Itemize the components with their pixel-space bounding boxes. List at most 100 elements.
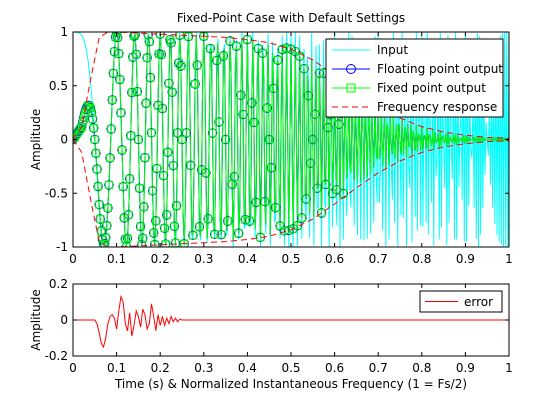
bottom-xtick-label: 0.3 bbox=[194, 361, 213, 375]
fixed-point-marker bbox=[186, 161, 195, 170]
floating-point-marker bbox=[286, 44, 296, 54]
fixed-point-marker bbox=[104, 180, 113, 189]
fixed-point-marker bbox=[173, 128, 182, 137]
floating-point-marker bbox=[133, 134, 144, 145]
fixed-point-marker bbox=[89, 124, 98, 133]
floating-point-marker bbox=[190, 79, 200, 89]
floating-point-marker bbox=[262, 103, 272, 113]
bottom-ytick-label: 0.2 bbox=[49, 277, 68, 291]
floating-point-marker bbox=[240, 214, 250, 225]
floating-point-marker bbox=[156, 49, 166, 60]
floating-point-marker bbox=[114, 48, 124, 59]
floating-point-marker bbox=[117, 145, 127, 155]
floating-point-marker bbox=[157, 103, 168, 114]
fixed-point-marker bbox=[321, 180, 330, 189]
fixed-point-marker bbox=[267, 163, 276, 172]
floating-point-marker bbox=[163, 147, 173, 157]
floating-point-marker bbox=[233, 228, 244, 238]
fixed-point-marker bbox=[143, 53, 152, 62]
floating-point-marker bbox=[95, 214, 105, 224]
fixed-point-marker bbox=[162, 210, 171, 219]
bottom-x-axis-label: Time (s) & Normalized Instantaneous Freq… bbox=[114, 377, 467, 391]
top-xtick-label: 0.3 bbox=[194, 252, 213, 266]
top-xtick-label: 1 bbox=[505, 252, 513, 266]
floating-point-marker bbox=[168, 160, 178, 171]
bottom-xtick-label: 0.9 bbox=[456, 361, 475, 375]
floating-point-marker bbox=[308, 134, 318, 145]
floating-point-marker bbox=[89, 123, 99, 133]
floating-point-marker bbox=[264, 134, 274, 145]
floating-point-marker bbox=[144, 36, 155, 47]
floating-point-marker bbox=[108, 68, 119, 78]
floating-point-marker bbox=[136, 240, 147, 247]
fixed-point-marker bbox=[234, 229, 243, 238]
floating-point-marker bbox=[301, 194, 311, 204]
floating-point-marker bbox=[147, 186, 158, 196]
floating-point-marker bbox=[176, 61, 186, 71]
fixed-point-marker bbox=[208, 129, 217, 138]
floating-point-marker bbox=[174, 58, 184, 68]
top-xtick-label: 0.5 bbox=[281, 252, 300, 266]
legend-fixed-label: Fixed point output bbox=[377, 81, 486, 95]
fixed-point-marker bbox=[102, 221, 111, 230]
floating-point-marker bbox=[303, 91, 314, 101]
fixed-point-marker bbox=[101, 233, 110, 242]
fixed-point-marker bbox=[317, 208, 326, 217]
top-ticks: 0 0.1 0.2 0.3 0.4 0.5 0.6 0.7 0.8 0.9 1 -1 -0.5 0 0.5 1 bbox=[45, 25, 513, 266]
fixed-point-marker bbox=[278, 45, 287, 54]
floating-point-marker bbox=[90, 134, 100, 145]
legend-entry-floating: Floating point output bbox=[332, 62, 503, 76]
fixed-point-marker bbox=[271, 203, 280, 212]
fixed-point-marker bbox=[300, 64, 309, 73]
floating-point-marker bbox=[122, 233, 133, 244]
fixed-point-marker bbox=[221, 135, 230, 144]
fixed-point-marker bbox=[140, 153, 149, 162]
top-ytick-label: 1 bbox=[60, 25, 68, 39]
fixed-point-marker bbox=[265, 135, 274, 144]
floating-point-marker bbox=[260, 196, 270, 207]
fixed-point-marker bbox=[86, 103, 95, 112]
floating-point-marker bbox=[140, 153, 150, 163]
fixed-point-marker bbox=[118, 146, 127, 155]
floating-point-marker bbox=[321, 179, 331, 190]
floating-point-marker bbox=[131, 49, 141, 60]
floating-point-marker bbox=[292, 221, 303, 231]
fixed-point-marker bbox=[263, 104, 272, 113]
fixed-point-marker bbox=[258, 49, 267, 58]
floating-point-marker bbox=[316, 208, 327, 218]
floating-point-marker bbox=[223, 216, 233, 226]
fixed-point-marker bbox=[310, 110, 319, 119]
floating-point-marker bbox=[249, 117, 259, 128]
floating-point-marker bbox=[146, 128, 157, 138]
fixed-point-marker bbox=[95, 200, 104, 209]
fixed-point-marker bbox=[219, 51, 228, 60]
fixed-point-marker bbox=[239, 110, 248, 119]
floating-point-marker bbox=[214, 117, 224, 127]
top-xtick-label: 0.6 bbox=[325, 252, 344, 266]
floating-point-marker bbox=[158, 170, 169, 181]
floating-point-marker bbox=[203, 214, 213, 224]
fixed-point-marker bbox=[113, 33, 122, 42]
fixed-point-marker bbox=[163, 148, 172, 157]
floating-point-marker bbox=[210, 229, 220, 240]
fixed-point-marker bbox=[230, 172, 239, 181]
top-xtick-label: 0.8 bbox=[412, 252, 431, 266]
fixed-point-marker bbox=[160, 224, 169, 233]
fixed-point-marker bbox=[138, 234, 147, 243]
floating-point-marker bbox=[271, 202, 281, 213]
fixed-point-marker bbox=[295, 52, 304, 61]
fixed-point-marker bbox=[114, 49, 123, 58]
fixed-point-marker bbox=[206, 44, 215, 53]
fixed-point-marker bbox=[184, 32, 193, 41]
floating-point-marker bbox=[115, 74, 125, 85]
floating-point-marker bbox=[138, 233, 148, 243]
fixed-point-marker bbox=[334, 120, 343, 129]
legend-error-label: error bbox=[464, 295, 493, 309]
floating-point-marker bbox=[257, 48, 268, 58]
top-axes: Fixed-Point Case with Default Settings 0… bbox=[29, 11, 513, 266]
fixed-point-marker bbox=[260, 197, 269, 206]
floating-point-marker bbox=[127, 87, 137, 98]
floating-point-marker bbox=[93, 181, 103, 192]
fixed-point-marker bbox=[131, 32, 140, 39]
fixed-point-marker bbox=[293, 221, 302, 230]
